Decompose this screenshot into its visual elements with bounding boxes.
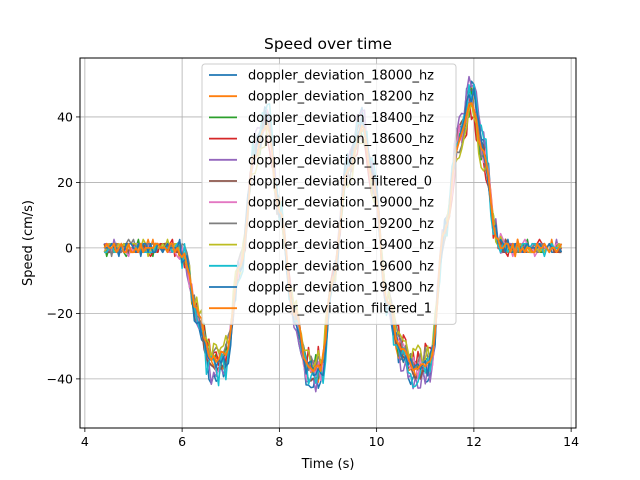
x-tick-label: 10 <box>369 434 385 449</box>
x-axis-label: Time (s) <box>301 457 355 472</box>
legend-label: doppler_deviation_filtered_1 <box>248 302 432 317</box>
legend-label: doppler_deviation_18800_hz <box>248 153 434 168</box>
y-tick-label: 20 <box>57 175 73 190</box>
x-tick-label: 4 <box>81 434 89 449</box>
y-tick-label: 0 <box>65 240 73 255</box>
legend-label: doppler_deviation_18200_hz <box>248 90 434 105</box>
legend-label: doppler_deviation_19200_hz <box>248 217 434 232</box>
legend: doppler_deviation_18000_hz doppler_deviat… <box>201 63 457 325</box>
x-tick-label: 6 <box>178 434 186 449</box>
legend-label: doppler_deviation_18000_hz <box>248 69 434 84</box>
chart-title: Speed over time <box>264 35 392 53</box>
x-tick-label: 14 <box>563 434 579 449</box>
legend-box <box>201 63 457 325</box>
legend-label: doppler_deviation_18600_hz <box>248 132 434 147</box>
x-tick-label: 8 <box>275 434 283 449</box>
legend-label: doppler_deviation_19600_hz <box>248 259 434 274</box>
legend-label: doppler_deviation_18400_hz <box>248 111 434 126</box>
legend-label: doppler_deviation_19400_hz <box>248 238 434 253</box>
y-tick-label: −40 <box>47 371 73 386</box>
axis-ticks: 4 6 8 10 12 14 −40 −20 0 20 40 <box>47 109 580 449</box>
plot-frame <box>79 57 577 429</box>
legend-label: doppler_deviation_19800_hz <box>248 281 434 296</box>
legend-label: doppler_deviation_19000_hz <box>248 196 434 211</box>
y-axis-label: Speed (cm/s) <box>21 200 36 286</box>
legend-label: doppler_deviation_filtered_0 <box>248 175 432 190</box>
x-tick-label: 12 <box>466 434 482 449</box>
y-tick-label: 40 <box>57 109 73 124</box>
y-tick-label: −20 <box>47 306 73 321</box>
